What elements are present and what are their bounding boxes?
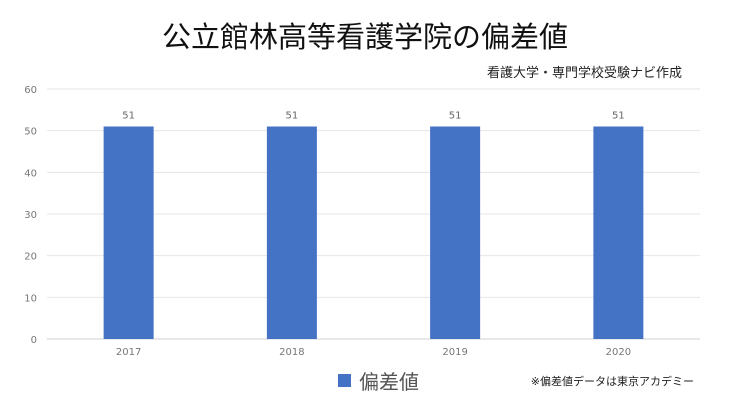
bar	[266, 126, 317, 339]
y-tick-label: 50	[24, 127, 37, 138]
chart-subtitle: 看護大学・専門学校受験ナビ作成	[486, 66, 682, 81]
x-tick-label: 2017	[116, 347, 141, 358]
y-tick-label: 20	[24, 252, 37, 263]
bar	[430, 126, 481, 339]
data-label: 51	[449, 111, 462, 122]
data-label: 51	[612, 111, 625, 122]
x-tick-label: 2019	[442, 347, 467, 358]
data-label: 51	[122, 111, 135, 122]
legend: 偏差値	[338, 366, 419, 395]
bar	[103, 126, 154, 339]
x-tick-label: 2018	[279, 347, 304, 358]
data-label: 51	[286, 111, 299, 122]
y-tick-label: 60	[24, 85, 37, 96]
y-tick-label: 0	[31, 335, 37, 346]
bar	[593, 126, 644, 339]
source-note: ※偏差値データは東京アカデミー	[530, 375, 694, 388]
legend-label: 偏差値	[359, 370, 419, 394]
y-tick-label: 40	[24, 168, 37, 179]
legend-swatch	[338, 374, 351, 387]
x-tick-label: 2020	[606, 347, 631, 358]
y-tick-label: 10	[24, 293, 37, 304]
y-tick-label: 30	[24, 210, 37, 221]
chart-title: 公立館林高等看護学院の偏差値	[161, 20, 568, 54]
